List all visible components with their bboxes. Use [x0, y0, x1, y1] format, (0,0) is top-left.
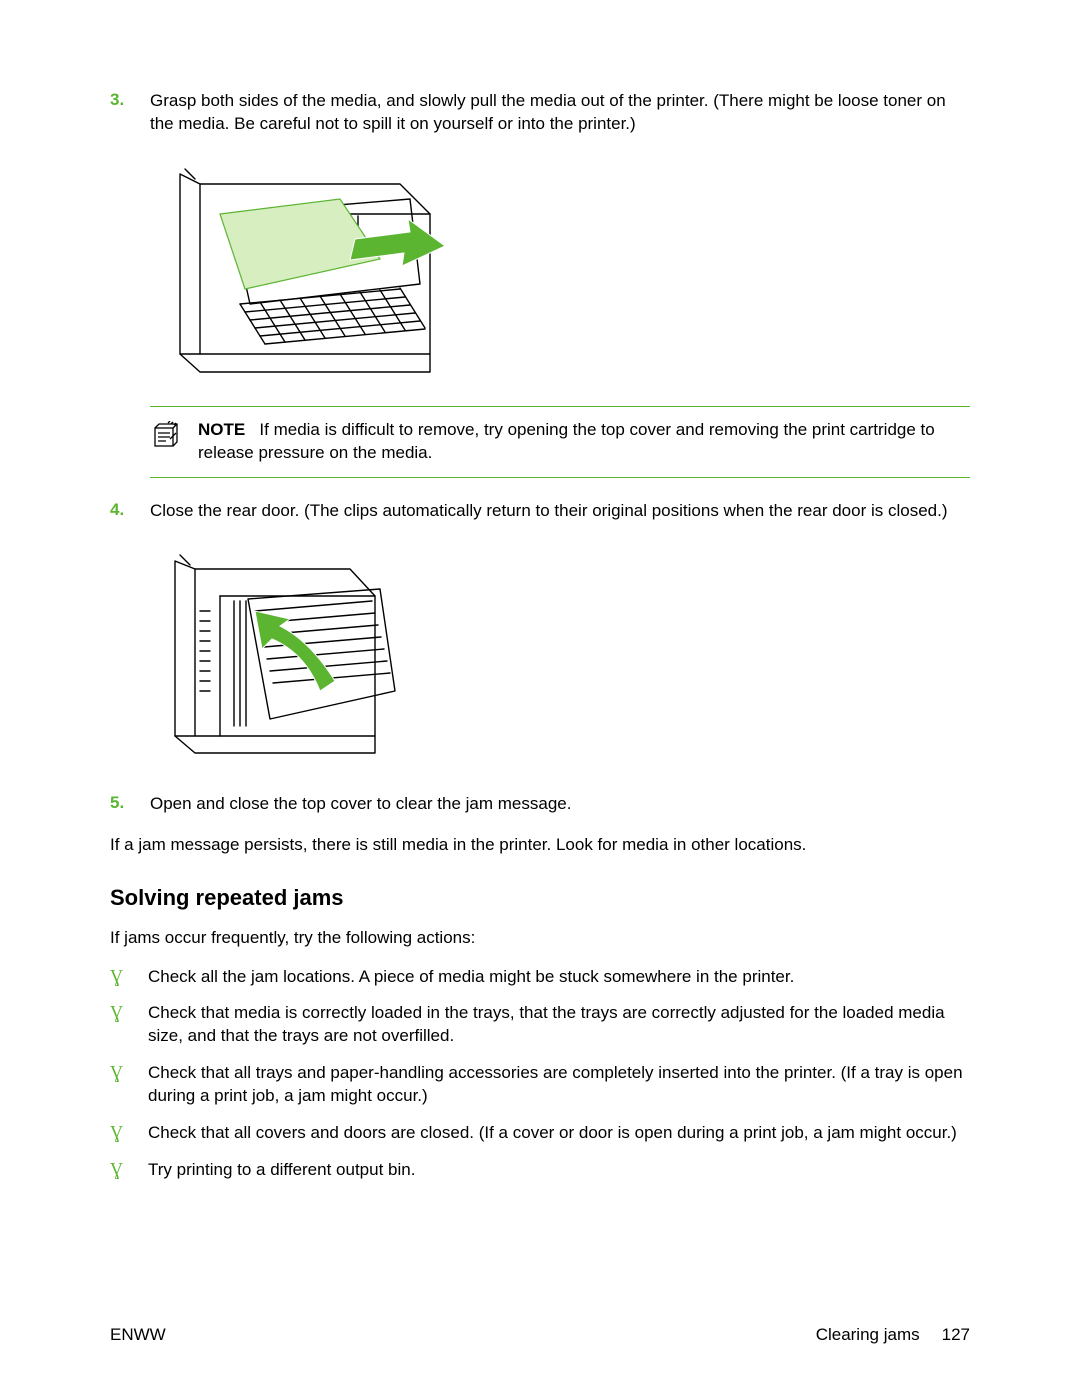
bullet-glyph: Ɣ	[110, 966, 148, 989]
step-number: 3.	[110, 90, 150, 136]
step-text: Grasp both sides of the media, and slowl…	[150, 90, 970, 136]
step-text: Open and close the top cover to clear th…	[150, 793, 571, 816]
note-icon	[150, 419, 198, 465]
step-number: 4.	[110, 500, 150, 523]
figure-pull-media	[150, 154, 970, 384]
step-number: 5.	[110, 793, 150, 816]
paragraph: If a jam message persists, there is stil…	[110, 834, 970, 857]
note-box: NOTE If media is difficult to remove, tr…	[150, 406, 970, 478]
bullet-item: Ɣ Try printing to a different output bin…	[110, 1159, 970, 1182]
section-heading: Solving repeated jams	[110, 885, 970, 911]
bullet-text: Check all the jam locations. A piece of …	[148, 966, 794, 989]
step-5: 5. Open and close the top cover to clear…	[110, 793, 970, 816]
note-body: If media is difficult to remove, try ope…	[198, 420, 935, 462]
note-text: NOTE If media is difficult to remove, tr…	[198, 419, 970, 465]
footer-left: ENWW	[110, 1325, 166, 1345]
bullet-text: Check that all trays and paper-handling …	[148, 1062, 970, 1108]
bullet-glyph: Ɣ	[110, 1159, 148, 1182]
page-footer: ENWW Clearing jams 127	[110, 1325, 970, 1345]
footer-section: Clearing jams	[816, 1325, 920, 1344]
bullet-item: Ɣ Check that all covers and doors are cl…	[110, 1122, 970, 1145]
step-4: 4. Close the rear door. (The clips autom…	[110, 500, 970, 523]
bullet-item: Ɣ Check that all trays and paper-handlin…	[110, 1062, 970, 1108]
bullet-glyph: Ɣ	[110, 1062, 148, 1108]
bullet-text: Check that media is correctly loaded in …	[148, 1002, 970, 1048]
figure-close-door	[150, 541, 970, 771]
step-text: Close the rear door. (The clips automati…	[150, 500, 948, 523]
bullet-item: Ɣ Check all the jam locations. A piece o…	[110, 966, 970, 989]
step-3: 3. Grasp both sides of the media, and sl…	[110, 90, 970, 136]
page: 3. Grasp both sides of the media, and sl…	[0, 0, 1080, 1397]
footer-right: Clearing jams 127	[816, 1325, 970, 1345]
bullet-glyph: Ɣ	[110, 1002, 148, 1048]
section-intro: If jams occur frequently, try the follow…	[110, 927, 970, 950]
bullet-glyph: Ɣ	[110, 1122, 148, 1145]
bullet-text: Try printing to a different output bin.	[148, 1159, 415, 1182]
note-label: NOTE	[198, 420, 245, 439]
bullet-item: Ɣ Check that media is correctly loaded i…	[110, 1002, 970, 1048]
page-number: 127	[942, 1325, 970, 1344]
bullet-text: Check that all covers and doors are clos…	[148, 1122, 957, 1145]
